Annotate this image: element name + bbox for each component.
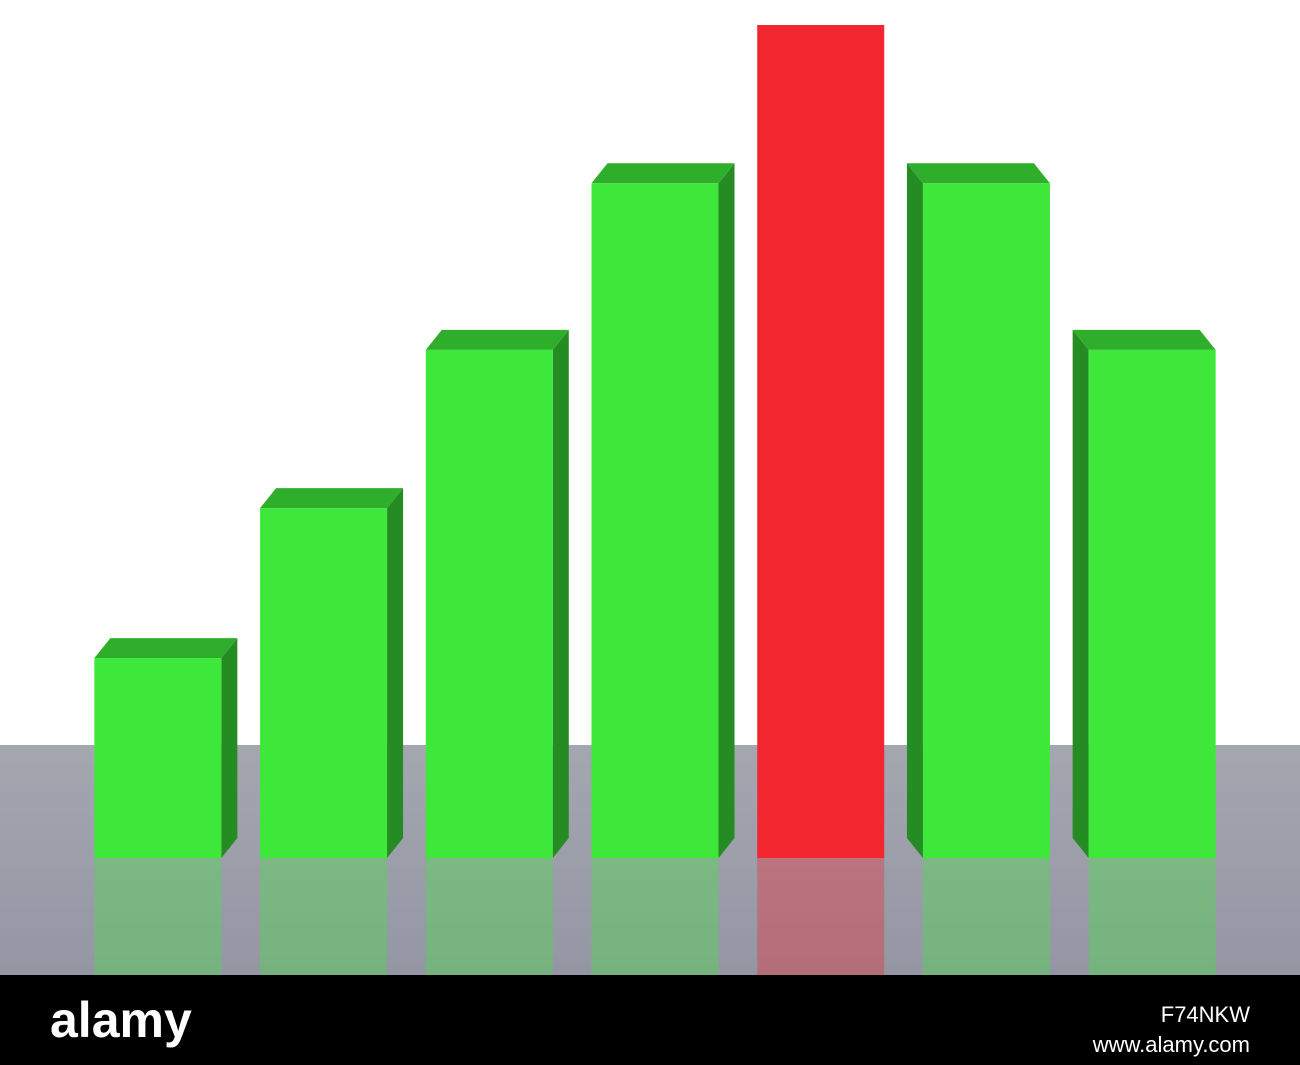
bar-side: [221, 638, 238, 858]
bar-top: [94, 638, 238, 659]
bar: [1088, 349, 1216, 858]
image-id: F74NKW: [1161, 1002, 1250, 1027]
logo: alamy: [50, 992, 192, 1048]
bars: [94, 25, 1216, 975]
bar: [94, 658, 222, 858]
bar-top: [425, 329, 569, 350]
bar-top: [591, 163, 735, 184]
bar-side: [718, 163, 735, 858]
bar-top: [1072, 329, 1216, 350]
bar-top: [906, 163, 1050, 184]
bar: [591, 183, 719, 858]
bar-side: [552, 329, 569, 858]
footer: [0, 975, 1300, 1065]
bar: [922, 183, 1050, 858]
bar-reflection: [425, 858, 553, 975]
bar-side: [387, 488, 404, 858]
bar-side: [906, 163, 923, 858]
bar-reflection: [260, 858, 388, 975]
bar-reflection: [94, 858, 222, 975]
bar: [757, 25, 885, 858]
bar-reflection: [591, 858, 719, 975]
bar: [260, 508, 388, 858]
bar-side: [1072, 329, 1089, 858]
bar-reflection: [757, 858, 885, 975]
url: www.alamy.com: [1092, 1032, 1250, 1057]
bar-top: [260, 488, 404, 509]
bar-reflection: [1088, 858, 1216, 975]
bar-reflection: [922, 858, 1050, 975]
bar: [425, 349, 553, 858]
